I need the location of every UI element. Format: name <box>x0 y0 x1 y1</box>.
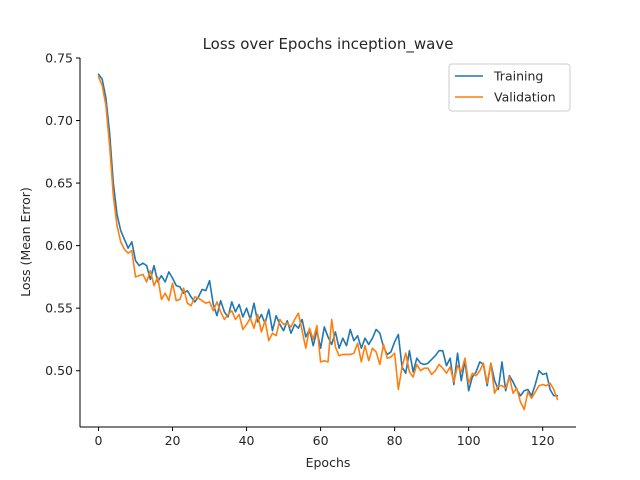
x-tick-label: 0 <box>95 433 103 448</box>
y-tick-label: 0.75 <box>45 51 73 66</box>
x-tick-label: 100 <box>457 433 481 448</box>
y-ticks: 0.50 0.55 0.60 0.65 0.70 0.75 <box>45 51 80 378</box>
x-tick-label: 60 <box>313 433 329 448</box>
y-tick-label: 0.60 <box>45 238 73 253</box>
y-axis-label: Loss (Mean Error) <box>18 187 33 297</box>
legend-label-validation: Validation <box>494 90 556 105</box>
x-ticks: 0 20 40 60 80 100 120 <box>95 427 555 448</box>
legend-label-training: Training <box>493 69 543 84</box>
x-tick-label: 20 <box>165 433 181 448</box>
series-line-validation <box>97 75 559 411</box>
y-tick-label: 0.70 <box>45 113 73 128</box>
chart-title: Loss over Epochs inception_wave <box>203 35 454 54</box>
x-tick-label: 80 <box>387 433 403 448</box>
y-tick-label: 0.55 <box>45 301 73 316</box>
series-line-training <box>97 73 559 397</box>
x-tick-label: 40 <box>239 433 255 448</box>
x-axis-label: Epochs <box>306 455 351 470</box>
x-tick-label: 120 <box>531 433 555 448</box>
y-tick-label: 0.65 <box>45 176 73 191</box>
y-tick-label: 0.50 <box>45 363 73 378</box>
series-layer <box>97 73 559 411</box>
legend: Training Validation <box>448 63 571 112</box>
